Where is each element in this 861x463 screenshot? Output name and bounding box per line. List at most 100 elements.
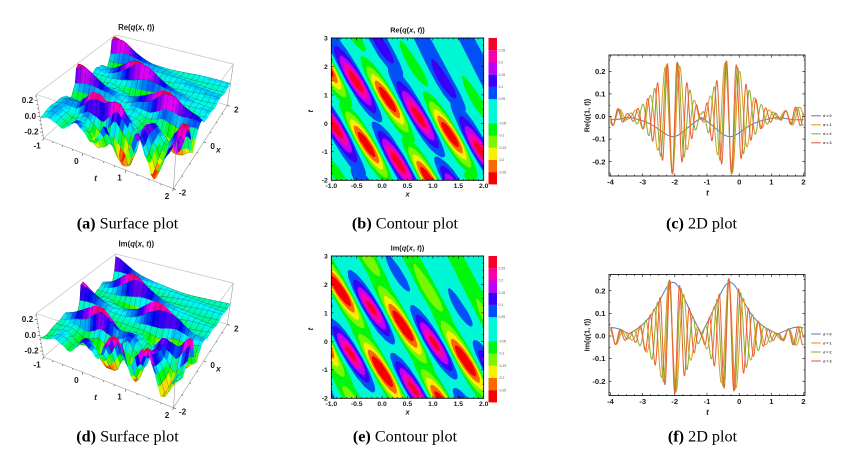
svg-text:1: 1 [324,310,328,317]
svg-text:0.1: 0.1 [595,90,606,99]
svg-text:0.5: 0.5 [403,183,413,190]
svg-text:2: 2 [165,411,170,420]
svg-text:-0.15: -0.15 [499,146,507,150]
svg-text:0: 0 [324,339,328,346]
svg-text:x: x [215,363,222,373]
svg-text:2: 2 [801,397,805,406]
svg-text:-0.25: -0.25 [499,388,507,392]
svg-text:0.1: 0.1 [499,303,504,307]
svg-text:0.05: 0.05 [499,97,506,101]
svg-text:-2: -2 [179,408,187,417]
svg-text:-0.2: -0.2 [592,157,605,166]
svg-text:(d) Surface plot: (d) Surface plot [76,428,179,446]
svg-text:0.2: 0.2 [22,96,34,105]
svg-text:Im(q(x, t)): Im(q(x, t)) [119,240,155,249]
svg-text:1: 1 [769,397,774,406]
svg-text:Re(q(1, t)): Re(q(1, t)) [583,98,592,132]
svg-text:σ = 1: σ = 1 [823,123,832,127]
svg-text:t: t [306,327,315,330]
svg-text:-1: -1 [322,149,328,156]
svg-text:σ = 2: σ = 2 [823,132,832,136]
svg-text:0.2: 0.2 [499,279,504,283]
svg-text:(c) 2D plot: (c) 2D plot [666,215,738,233]
svg-text:1: 1 [769,178,774,187]
svg-text:-2: -2 [671,178,678,187]
svg-text:1.5: 1.5 [454,183,464,190]
svg-text:2: 2 [324,282,328,289]
svg-text:0.25: 0.25 [499,48,506,52]
svg-text:σ = 2: σ = 2 [823,350,832,354]
svg-text:-1.0: -1.0 [325,183,337,190]
svg-text:1.5: 1.5 [454,401,464,408]
svg-text:3: 3 [324,35,328,42]
svg-text:0.0: 0.0 [25,112,37,121]
svg-text:1: 1 [117,393,122,402]
svg-text:t: t [94,173,98,183]
svg-text:σ = 1: σ = 1 [823,341,832,345]
svg-text:0.0: 0.0 [377,401,387,408]
svg-text:1.0: 1.0 [428,401,438,408]
svg-text:0.25: 0.25 [499,266,506,270]
svg-text:-1: -1 [704,178,712,187]
svg-text:0.2: 0.2 [499,61,504,65]
svg-text:0: 0 [324,121,328,128]
svg-text:-0.2: -0.2 [499,376,505,380]
svg-text:0.2: 0.2 [595,286,606,295]
svg-text:-3: -3 [639,178,646,187]
svg-text:0: 0 [210,142,215,151]
svg-text:2: 2 [165,192,170,201]
svg-text:1.0: 1.0 [428,183,438,190]
svg-text:(b) Contour plot: (b) Contour plot [352,215,459,233]
svg-text:-0.05: -0.05 [499,122,507,126]
svg-text:0: 0 [737,178,741,187]
svg-text:0: 0 [210,361,215,370]
svg-text:-0.2: -0.2 [592,377,605,386]
svg-text:Re(q(x, t)): Re(q(x, t)) [390,26,425,35]
svg-text:-0.1: -0.1 [499,352,505,356]
svg-text:0.0: 0.0 [595,112,606,121]
svg-text:0: 0 [74,157,79,166]
svg-text:σ = 3: σ = 3 [823,359,832,363]
svg-text:3: 3 [324,253,328,260]
svg-text:-0.15: -0.15 [499,364,507,368]
svg-text:2.0: 2.0 [479,401,489,408]
svg-text:2: 2 [324,64,328,71]
svg-text:2.0: 2.0 [479,183,489,190]
svg-text:0.1: 0.1 [499,85,504,89]
svg-text:0.2: 0.2 [595,67,606,76]
svg-text:-0.5: -0.5 [351,401,363,408]
svg-text:-1.0: -1.0 [325,401,337,408]
svg-text:-0.5: -0.5 [351,183,363,190]
svg-text:0.15: 0.15 [499,291,506,295]
svg-text:(a) Surface plot: (a) Surface plot [77,215,179,233]
svg-text:x: x [404,190,410,199]
svg-text:t: t [94,392,98,402]
svg-text:σ = 0: σ = 0 [823,114,832,118]
svg-text:Re(q(x, t)): Re(q(x, t)) [118,23,155,32]
svg-text:x: x [215,144,222,154]
svg-text:0.05: 0.05 [499,315,506,319]
svg-text:-1: -1 [33,142,41,151]
svg-text:-0.05: -0.05 [499,340,507,344]
svg-text:-2: -2 [671,397,678,406]
svg-text:t: t [706,189,709,198]
svg-text:t: t [306,109,315,112]
svg-text:-1: -1 [33,361,41,370]
svg-text:t: t [706,408,709,417]
svg-text:0: 0 [737,397,741,406]
svg-text:0: 0 [74,376,79,385]
svg-text:-0.2: -0.2 [24,347,39,356]
svg-text:-2: -2 [322,396,328,403]
svg-text:x: x [404,408,410,417]
svg-text:(f) 2D plot: (f) 2D plot [668,428,738,446]
svg-text:Im(q(x, t)): Im(q(x, t)) [391,244,425,253]
svg-text:-4: -4 [607,397,615,406]
svg-text:(e) Contour plot: (e) Contour plot [353,428,458,446]
svg-text:2: 2 [234,105,239,114]
svg-text:-3: -3 [639,397,646,406]
svg-text:σ = 0: σ = 0 [823,332,832,336]
svg-text:0.5: 0.5 [403,401,413,408]
svg-text:2: 2 [234,324,239,333]
svg-text:-0.1: -0.1 [592,135,606,144]
svg-text:-1: -1 [322,367,328,374]
